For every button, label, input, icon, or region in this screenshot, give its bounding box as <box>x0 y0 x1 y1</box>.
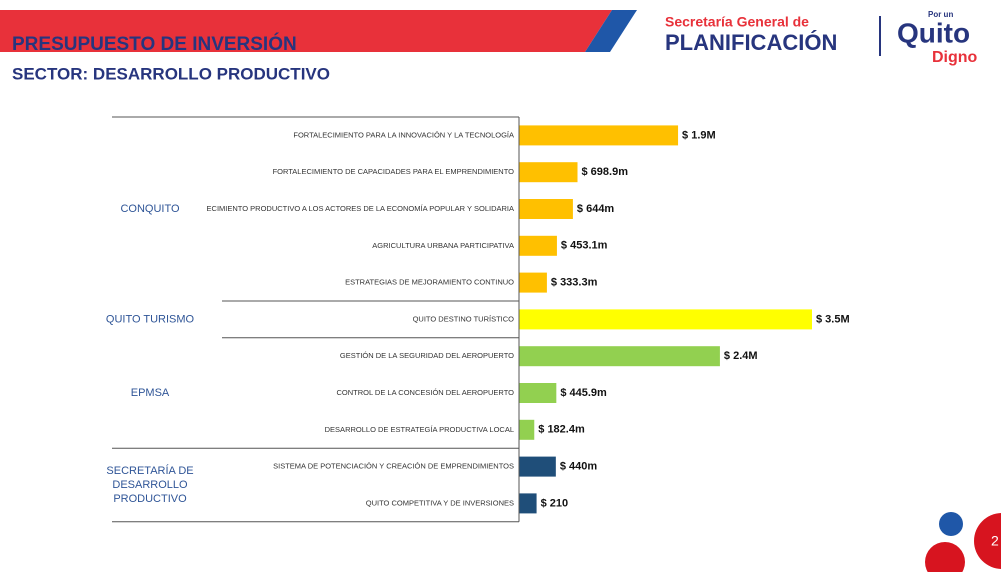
value-label: $ 440m <box>560 461 598 473</box>
page-number: 2 <box>991 533 999 549</box>
bar <box>519 383 557 403</box>
value-label: $ 3.5M <box>816 313 850 325</box>
category-label: CONTROL DE LA CONCESIÓN DEL AEROPUERTO <box>336 388 514 397</box>
value-label: $ 445.9m <box>560 387 607 399</box>
value-label: $ 1.9M <box>682 129 716 141</box>
logo-line1: Secretaría General de <box>665 14 809 30</box>
category-label: GESTIÓN DE LA SEGURIDAD DEL AEROPUERTO <box>340 351 514 360</box>
group-label: QUITO TURISMO <box>106 313 195 325</box>
bar <box>519 199 573 219</box>
value-label: $ 182.4m <box>538 424 585 436</box>
bar <box>519 309 812 330</box>
value-label: $ 698.9m <box>582 166 629 178</box>
group-label: EPMSA <box>131 387 170 399</box>
banner <box>0 10 612 52</box>
bar <box>519 125 679 146</box>
logo-small: Por un <box>928 10 953 19</box>
value-label: $ 2.4M <box>724 350 758 362</box>
title: PRESUPUESTO DE INVERSIÓN <box>12 33 297 55</box>
bar <box>519 419 535 440</box>
category-label: FORTALECIMIENTO PARA LA INNOVACIÓN Y LA … <box>293 130 514 139</box>
bar <box>519 235 557 256</box>
logo-big: Quito <box>897 17 970 48</box>
logo-sub: Digno <box>932 49 978 66</box>
banner-stripe <box>585 10 637 52</box>
group-label: CONQUITO <box>120 203 180 215</box>
bar <box>519 493 537 514</box>
group-label: SECRETARÍA DE DESARROLLO PRODUCTIVO <box>106 464 193 505</box>
bar <box>519 272 547 293</box>
category-label: AGRICULTURA URBANA PARTICIPATIVA <box>372 241 514 250</box>
subtitle: SECTOR: DESARROLLO PRODUCTIVO <box>12 64 330 83</box>
category-label: FORTALECIMIENTO DE CAPACIDADES PARA EL E… <box>273 167 515 176</box>
value-label: $ 333.3m <box>551 277 598 289</box>
bar <box>519 346 720 367</box>
chart: FORTALECIMIENTO PARA LA INNOVACIÓN Y LA … <box>106 116 850 523</box>
category-label: ECIMIENTO PRODUCTIVO A LOS ACTORES DE LA… <box>207 204 514 213</box>
value-label: $ 644m <box>577 203 615 215</box>
decor-circle <box>974 513 1001 569</box>
category-label: ESTRATEGIAS DE MEJORAMIENTO CONTINUO <box>345 278 514 287</box>
category-label: QUITO DESTINO TURÍSTICO <box>413 314 515 323</box>
bar <box>519 162 578 183</box>
category-label: QUITO COMPETITIVA Y DE INVERSIONES <box>366 498 514 507</box>
category-label: DESARROLLO DE ESTRATEGÍA PRODUCTIVA LOCA… <box>325 425 514 434</box>
category-label: SISTEMA DE POTENCIACIÓN Y CREACIÓN DE EM… <box>273 462 514 471</box>
decor-circle <box>925 542 965 572</box>
decor-circle <box>939 512 963 536</box>
value-label: $ 453.1m <box>561 240 608 252</box>
bar <box>519 456 556 477</box>
logo-line2: PLANIFICACIÓN <box>665 30 837 55</box>
value-label: $ 210 <box>541 497 569 509</box>
